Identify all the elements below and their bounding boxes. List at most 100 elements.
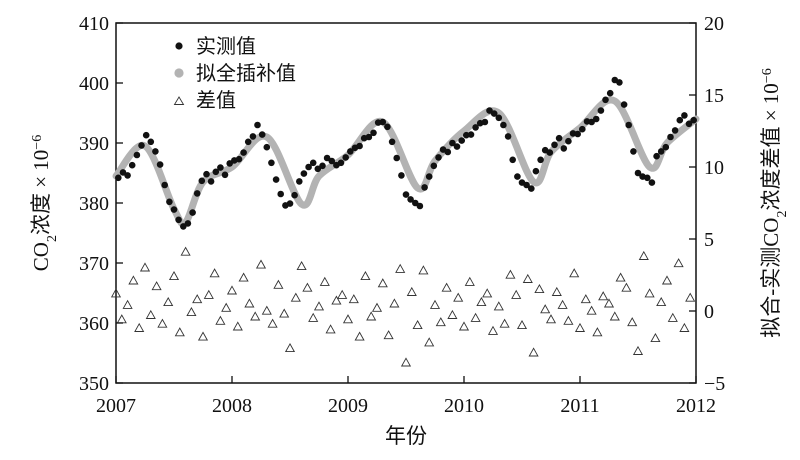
difference-point bbox=[168, 270, 180, 281]
observed-point bbox=[388, 138, 396, 146]
fit-series bbox=[112, 96, 700, 228]
observed-point bbox=[277, 190, 285, 198]
observed-point bbox=[398, 172, 405, 179]
observed-point bbox=[671, 127, 679, 134]
x-tick-label: 2010 bbox=[444, 395, 484, 417]
observed-point bbox=[685, 120, 693, 128]
observed-point bbox=[634, 169, 642, 177]
observed-point bbox=[347, 148, 354, 155]
difference-point bbox=[157, 318, 168, 328]
difference-point bbox=[255, 259, 267, 269]
difference-point bbox=[598, 291, 609, 301]
observed-point bbox=[514, 173, 521, 180]
difference-point bbox=[661, 275, 673, 285]
difference-point bbox=[516, 319, 528, 330]
difference-point bbox=[238, 272, 249, 282]
difference-point bbox=[267, 318, 278, 328]
observed-point bbox=[537, 156, 544, 164]
x-tick-label: 2012 bbox=[676, 395, 716, 417]
observed-point bbox=[170, 206, 178, 213]
difference-point bbox=[122, 299, 133, 309]
difference-point bbox=[302, 282, 313, 292]
observed-point bbox=[356, 142, 363, 150]
legend-marker-observed bbox=[175, 42, 183, 50]
y-right-tick-label: 5 bbox=[704, 229, 714, 251]
observed-point bbox=[509, 156, 516, 164]
observed-point bbox=[532, 167, 540, 175]
observed-point bbox=[244, 138, 252, 146]
difference-point bbox=[400, 357, 412, 367]
x-tick-label: 2009 bbox=[328, 395, 368, 417]
y-right-tick-label: 0 bbox=[704, 301, 714, 323]
observed-point bbox=[560, 145, 568, 152]
difference-point bbox=[569, 268, 580, 278]
observed-point bbox=[198, 177, 206, 185]
observed-point bbox=[504, 133, 512, 140]
difference-point bbox=[203, 289, 214, 299]
y-right-tick-label: 20 bbox=[704, 13, 724, 35]
difference-point bbox=[487, 325, 499, 335]
observed-point bbox=[648, 179, 656, 186]
difference-point bbox=[284, 342, 296, 353]
observed-point bbox=[124, 172, 131, 179]
difference-point bbox=[296, 260, 307, 271]
difference-point bbox=[482, 288, 493, 298]
difference-point bbox=[522, 273, 533, 283]
observed-point bbox=[667, 133, 674, 141]
observed-point bbox=[300, 170, 308, 177]
difference-point bbox=[389, 298, 400, 308]
difference-series bbox=[110, 246, 696, 367]
legend-label-observed: 实测值 bbox=[196, 35, 256, 58]
observed-point bbox=[402, 191, 410, 198]
legend-marker-diff bbox=[173, 96, 185, 105]
y-left-tick-label: 360 bbox=[79, 313, 109, 335]
difference-point bbox=[186, 306, 197, 317]
difference-point bbox=[435, 317, 446, 327]
observed-point bbox=[625, 121, 632, 129]
difference-point bbox=[621, 282, 632, 292]
difference-point bbox=[464, 276, 475, 286]
difference-point bbox=[685, 292, 696, 302]
difference-point bbox=[342, 314, 354, 324]
difference-point bbox=[139, 262, 151, 272]
observed-point bbox=[620, 101, 628, 108]
observed-point bbox=[365, 133, 373, 141]
difference-point bbox=[540, 304, 551, 314]
observed-point bbox=[676, 116, 684, 124]
difference-point bbox=[650, 332, 661, 343]
observed-point bbox=[184, 220, 192, 227]
difference-point bbox=[197, 331, 209, 341]
observed-point bbox=[217, 164, 224, 171]
observed-point bbox=[286, 200, 294, 207]
x-tick-label: 2007 bbox=[96, 395, 136, 417]
observed-point bbox=[152, 148, 159, 155]
y-axis-title-left: CO2浓度 × 10−6 bbox=[29, 135, 60, 271]
difference-point bbox=[673, 258, 684, 268]
observed-point bbox=[272, 176, 280, 183]
observed-point bbox=[555, 134, 563, 142]
difference-point bbox=[580, 294, 591, 304]
y-left-tick-label: 400 bbox=[79, 73, 109, 95]
observed-point bbox=[258, 131, 266, 138]
observed-point bbox=[115, 174, 122, 182]
observed-point bbox=[606, 89, 614, 97]
difference-point bbox=[221, 302, 232, 312]
y-left-tick-label: 380 bbox=[79, 193, 109, 215]
difference-point bbox=[348, 294, 359, 304]
difference-point bbox=[209, 268, 220, 278]
difference-point bbox=[615, 272, 626, 282]
difference-point bbox=[325, 324, 336, 334]
observed-point bbox=[435, 154, 442, 161]
observed-point bbox=[203, 170, 210, 178]
difference-point bbox=[424, 337, 435, 347]
difference-point bbox=[383, 330, 394, 340]
legend-label-diff: 差值 bbox=[196, 89, 236, 112]
difference-point bbox=[545, 314, 557, 324]
observed-point bbox=[481, 118, 489, 126]
difference-point bbox=[360, 270, 371, 281]
legend: 实测值 拟全插补值 差值 bbox=[173, 35, 296, 112]
difference-point bbox=[128, 275, 139, 285]
difference-point bbox=[458, 321, 470, 331]
observed-point bbox=[207, 178, 215, 185]
